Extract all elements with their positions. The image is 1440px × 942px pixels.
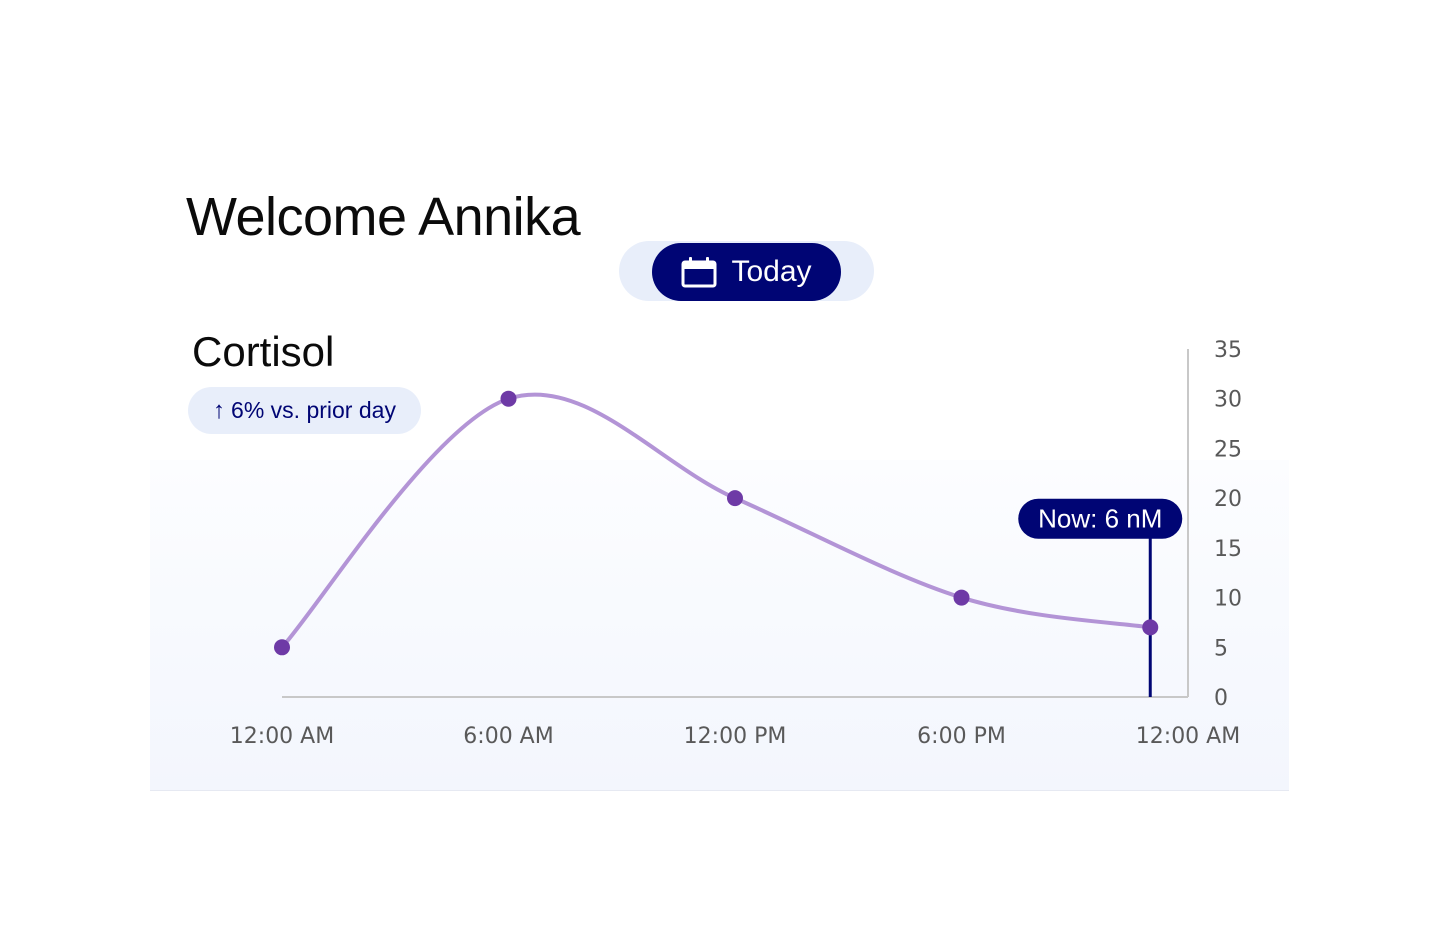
- y-tick-label: 0: [1214, 686, 1228, 711]
- y-tick-label: 35: [1214, 338, 1242, 363]
- x-tick-label: 6:00 AM: [463, 724, 553, 749]
- data-point: [500, 390, 517, 407]
- change-text: 6% vs. prior day: [231, 397, 396, 423]
- y-tick-label: 15: [1214, 537, 1242, 562]
- calendar-icon: [681, 257, 717, 288]
- data-point: [953, 589, 970, 606]
- change-badge: ↑ 6% vs. prior day: [188, 387, 421, 434]
- now-tooltip: [1018, 498, 1183, 539]
- x-tick-label: 12:00 PM: [684, 724, 787, 749]
- metric-title: Cortisol: [192, 328, 335, 375]
- x-tick-label: 12:00 AM: [1136, 724, 1240, 749]
- now-tooltip-label: Now: 6 nM: [1038, 504, 1162, 534]
- y-tick-label: 5: [1214, 636, 1228, 661]
- today-label: Today: [731, 255, 812, 288]
- y-tick-label: 10: [1214, 587, 1242, 612]
- y-tick-label: 20: [1214, 487, 1242, 512]
- series-line: [280, 392, 1153, 650]
- today-button[interactable]: Today: [652, 243, 841, 301]
- x-tick-label: 12:00 AM: [230, 724, 334, 749]
- data-point: [727, 490, 743, 507]
- y-tick-label: 25: [1214, 437, 1242, 462]
- data-point: [274, 639, 290, 656]
- y-tick-label: 30: [1214, 388, 1242, 413]
- x-tick-label: 6:00 PM: [917, 724, 1006, 749]
- data-point: [1142, 619, 1159, 636]
- welcome-heading: Welcome Annika: [186, 187, 581, 247]
- up-arrow-icon: ↑: [213, 396, 226, 424]
